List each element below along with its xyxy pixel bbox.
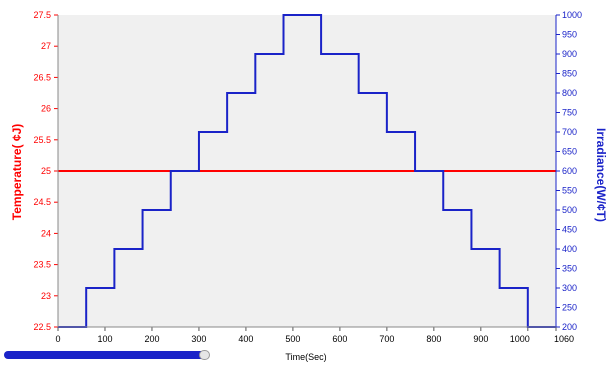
right-tick-label: 600 <box>562 166 577 176</box>
left-tick-label: 27.5 <box>33 10 51 20</box>
left-tick-label: 24 <box>41 228 51 238</box>
x-tick-label: 1000 <box>510 334 530 344</box>
left-tick-label: 23 <box>41 291 51 301</box>
right-tick-label: 350 <box>562 264 577 274</box>
right-tick-label: 300 <box>562 283 577 293</box>
right-tick-label: 900 <box>562 49 577 59</box>
right-tick-label: 750 <box>562 108 577 118</box>
right-tick-label: 800 <box>562 88 577 98</box>
x-tick-label: 100 <box>97 334 112 344</box>
x-tick-label: 900 <box>473 334 488 344</box>
right-tick-label: 950 <box>562 30 577 40</box>
left-tick-label: 22.5 <box>33 322 51 332</box>
x-tick-label: 800 <box>426 334 441 344</box>
left-tick-label: 23.5 <box>33 260 51 270</box>
x-tick-label: 500 <box>285 334 300 344</box>
left-tick-label: 25.5 <box>33 135 51 145</box>
right-tick-label: 550 <box>562 186 577 196</box>
right-tick-label: 450 <box>562 225 577 235</box>
right-tick-label: 650 <box>562 147 577 157</box>
right-tick-label: 200 <box>562 322 577 332</box>
scrollbar-fill <box>4 351 201 359</box>
right-tick-label: 700 <box>562 127 577 137</box>
x-axis-title: Time(Sec) <box>285 352 326 362</box>
x-tick-label: 0 <box>55 334 60 344</box>
right-tick-label: 250 <box>562 303 577 313</box>
right-tick-label: 1000 <box>562 10 582 20</box>
x-tick-label: 700 <box>379 334 394 344</box>
right-tick-label: 500 <box>562 205 577 215</box>
x-tick-label: 300 <box>191 334 206 344</box>
x-tick-label: 600 <box>332 334 347 344</box>
scrollbar-thumb[interactable] <box>199 350 210 360</box>
x-tick-label: 200 <box>144 334 159 344</box>
right-tick-label: 850 <box>562 69 577 79</box>
y-axis-title-right: Irradiance(W/¢T) <box>594 128 608 222</box>
left-tick-label: 24.5 <box>33 197 51 207</box>
time-scrollbar[interactable] <box>4 350 210 360</box>
left-tick-label: 26.5 <box>33 72 51 82</box>
y-axis-title-left: Temperature( ¢J) <box>10 124 24 220</box>
left-tick-label: 25 <box>41 166 51 176</box>
x-tick-label: 1060 <box>554 334 574 344</box>
irradiance-step-line <box>58 14 556 328</box>
right-tick-label: 400 <box>562 244 577 254</box>
left-tick-label: 26 <box>41 104 51 114</box>
left-tick-label: 27 <box>41 41 51 51</box>
x-tick-label: 400 <box>238 334 253 344</box>
